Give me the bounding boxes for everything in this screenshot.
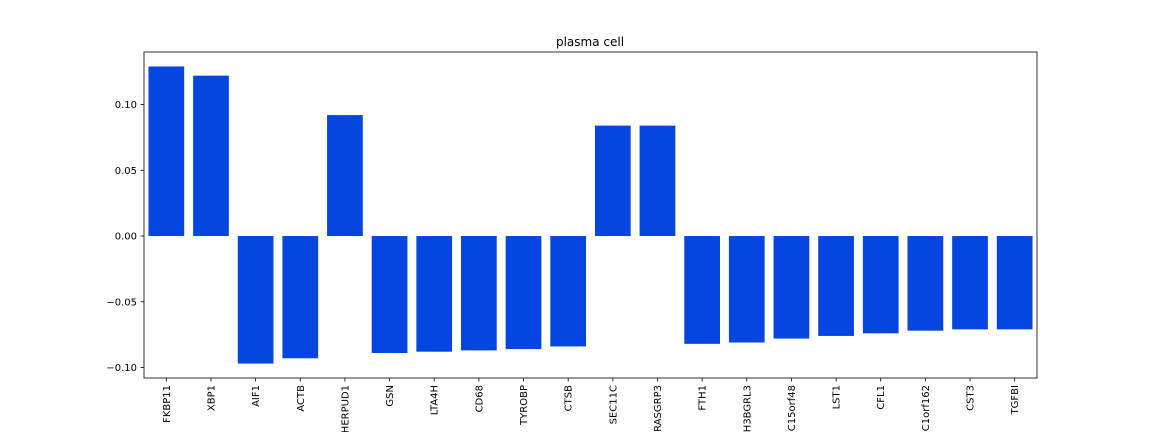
bar-fth1 (684, 236, 720, 344)
y-axis: 0.10 0.05 0.00 −0.05 −0.10 (106, 100, 144, 374)
x-tick-label: CFL1 (876, 385, 887, 410)
x-tick-label: HERPUD1 (340, 385, 351, 432)
y-tick-label: −0.05 (106, 297, 137, 308)
bar-tyrobp (505, 236, 542, 350)
bar-cst3 (952, 236, 988, 330)
x-tick-label: ACTB (296, 385, 307, 412)
bar-c1orf162 (907, 236, 944, 331)
y-tick-label: 0.00 (115, 232, 137, 243)
x-tick-label: CTSB (564, 385, 575, 411)
x-tick-label: TGFBI (1010, 385, 1021, 415)
bar-rasgrp3 (639, 125, 676, 237)
bar-tgfbi (996, 236, 1033, 330)
bar-h3bgrl3 (728, 236, 765, 343)
y-tick-label: 0.10 (115, 100, 137, 111)
x-tick-label: CD68 (474, 385, 485, 412)
bar-aif1 (237, 236, 274, 364)
x-tick-label: XBP1 (206, 385, 217, 411)
x-tick-label: C1orf162 (921, 385, 932, 431)
bar-fkbp11 (148, 66, 185, 237)
x-tick-label: AIF1 (251, 385, 262, 407)
bar-lst1 (818, 236, 854, 336)
x-tick-label: FTH1 (698, 385, 709, 411)
bar-gsn (371, 236, 408, 354)
bar-actb (282, 236, 319, 359)
x-tick-label: GSN (385, 385, 396, 407)
y-tick-label: 0.05 (115, 166, 137, 177)
y-tick-label: −0.10 (106, 363, 137, 374)
chart-title: plasma cell (556, 35, 624, 49)
x-tick-label: CST3 (966, 385, 977, 411)
bar-herpud1 (327, 115, 363, 237)
bar-cfl1 (862, 236, 899, 334)
bar-cd68 (461, 236, 497, 351)
x-tick-label: TYROBP (519, 385, 530, 426)
x-tick-label: LTA4H (430, 385, 441, 415)
x-tick-label: H3BGRL3 (742, 385, 753, 432)
bar-c15orf48 (773, 236, 810, 339)
x-tick-label: RASGRP3 (653, 385, 664, 432)
x-tick-label: FKBP11 (162, 385, 173, 423)
plot-frame (143, 51, 1038, 379)
x-tick-label: SEC11C (608, 385, 619, 424)
bar-xbp1 (193, 75, 229, 237)
bars (148, 66, 1033, 364)
x-tick-label: LST1 (832, 385, 843, 409)
bar-ctsb (550, 236, 587, 347)
bar-sec11c (594, 125, 631, 237)
x-tick-label: C15orf48 (787, 385, 798, 431)
bar-lta4h (416, 236, 453, 352)
x-axis: FKBP11 XBP1 AIF1 ACTB HERPUD1 GSN LTA4H CD68 TYR… (162, 378, 1021, 432)
